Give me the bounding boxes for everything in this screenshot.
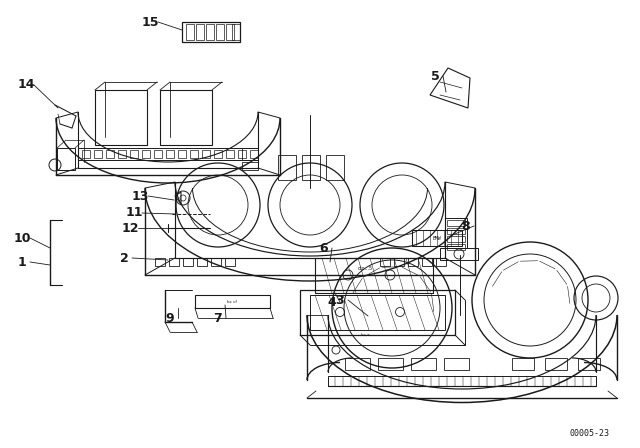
Bar [378,358,403,370]
Bar [278,155,296,180]
Bar [512,358,534,370]
Text: 6: 6 [320,241,328,254]
Bar [94,150,102,158]
Bar [394,258,404,266]
Text: 3: 3 [336,293,344,306]
Bar [225,258,235,266]
Bar [445,218,467,248]
Bar [447,228,465,234]
Bar [302,155,320,180]
Bar [154,150,162,158]
Bar [130,150,138,158]
Bar [242,162,258,170]
Bar [160,90,212,145]
Bar [408,258,418,266]
Bar [178,150,186,158]
Text: 9: 9 [166,311,174,324]
Bar [216,24,224,40]
Bar [545,358,567,370]
Bar [186,24,194,40]
Bar [232,24,240,40]
Bar [380,258,390,266]
Text: 5: 5 [431,69,440,82]
Bar [242,148,258,160]
Bar [226,150,234,158]
Bar [106,150,114,158]
Bar [95,90,147,145]
Bar [57,148,75,170]
Text: 12: 12 [121,221,139,234]
Bar [447,220,465,226]
Bar [444,358,469,370]
Bar [422,258,432,266]
Text: 1: 1 [18,255,26,268]
Text: 13: 13 [131,190,148,202]
Bar [328,376,596,386]
Text: cto...5: cto...5 [357,266,372,271]
Text: 10: 10 [13,232,31,245]
Text: 14: 14 [17,78,35,91]
Bar [211,258,221,266]
Bar [436,258,446,266]
Bar [578,358,600,370]
Text: 00005-23: 00005-23 [570,429,610,438]
Text: 7: 7 [214,311,222,324]
Bar [155,258,165,266]
Text: 11: 11 [125,207,143,220]
Text: 8: 8 [461,220,470,233]
Bar [300,290,455,335]
Bar [142,150,150,158]
Text: 4: 4 [328,296,337,309]
Text: 15: 15 [141,16,159,29]
Bar [447,236,465,242]
Bar [196,24,204,40]
Bar [78,148,258,160]
Bar [238,150,246,158]
Bar [169,258,179,266]
Text: bc cf: bc cf [227,300,237,304]
Bar [412,230,462,246]
Bar [226,24,234,40]
Bar [411,358,436,370]
Bar [197,258,207,266]
Bar [182,22,240,42]
Bar [214,150,222,158]
Bar [250,150,258,158]
Bar [440,248,478,260]
Bar [166,150,174,158]
Bar [315,258,433,293]
Bar [183,258,193,266]
Bar [310,295,445,330]
Text: 2: 2 [120,251,129,264]
Bar [82,150,90,158]
Bar [190,150,198,158]
Text: bc a: bc a [361,333,369,337]
Text: BMW: BMW [433,236,442,241]
Bar [206,24,214,40]
Bar [202,150,210,158]
Bar [345,358,370,370]
Bar [447,244,465,250]
Bar [118,150,126,158]
Bar [326,155,344,180]
